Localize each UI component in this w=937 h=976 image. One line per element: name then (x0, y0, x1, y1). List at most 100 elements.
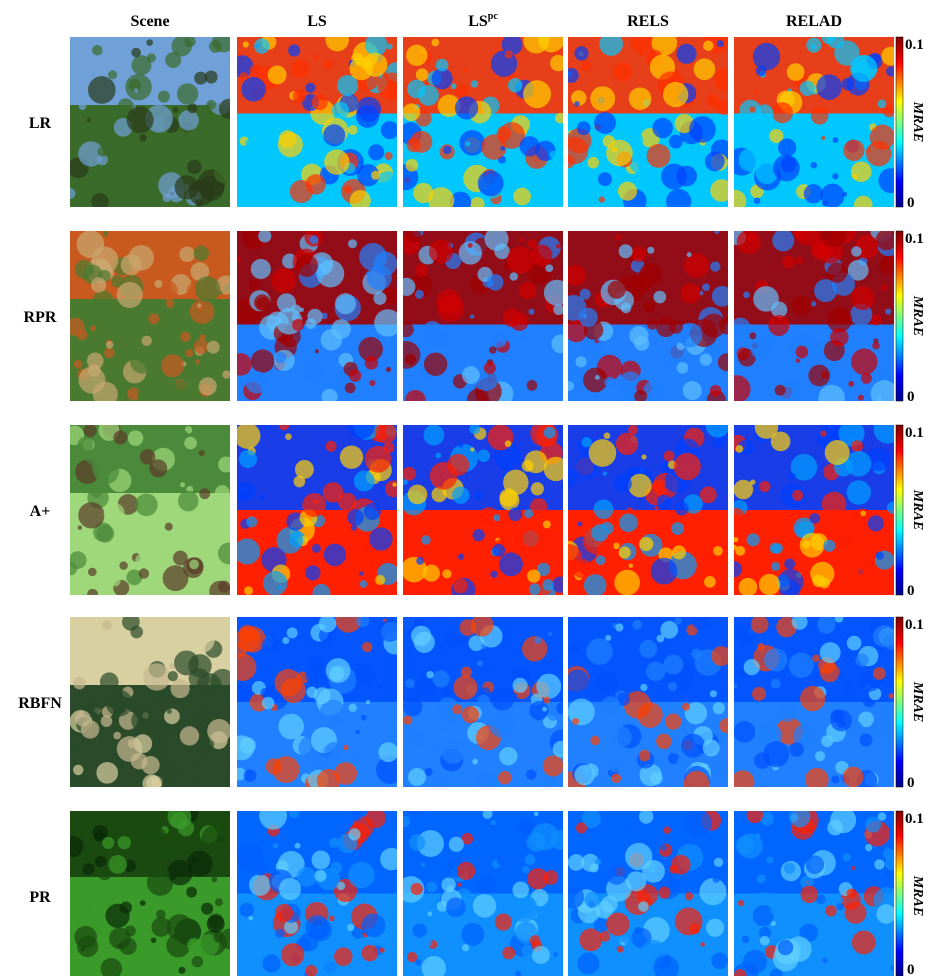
texture (646, 662, 665, 681)
texture (334, 947, 353, 966)
texture (435, 453, 441, 459)
colorbar-min: 0 (907, 962, 915, 976)
texture (256, 912, 262, 918)
texture (868, 515, 884, 531)
column-header: Scene (130, 13, 169, 30)
column-header-text: Scene (130, 13, 169, 30)
texture (639, 750, 651, 762)
texture (143, 663, 170, 690)
texture (254, 294, 270, 310)
texture (352, 753, 362, 763)
texture (245, 371, 267, 393)
texture (275, 352, 286, 363)
texture (738, 833, 763, 858)
texture (789, 806, 810, 827)
texture (812, 575, 824, 587)
texture (616, 235, 622, 241)
texture (760, 936, 770, 946)
texture (185, 36, 196, 47)
texture (168, 671, 178, 681)
texture (379, 620, 401, 642)
texture (477, 694, 489, 706)
texture (170, 874, 176, 880)
texture (178, 110, 199, 131)
row-label: LR (29, 115, 52, 132)
texture (638, 901, 649, 912)
texture (349, 369, 361, 381)
texture (462, 944, 469, 951)
texture (199, 450, 205, 456)
texture (197, 303, 201, 307)
texture (135, 552, 154, 571)
texture (663, 82, 688, 107)
texture (524, 854, 535, 865)
texture (135, 494, 158, 517)
texture (607, 758, 621, 772)
texture (647, 319, 658, 330)
colorbar-max: 0.1 (905, 425, 924, 441)
texture (770, 909, 775, 914)
texture (221, 778, 230, 787)
texture (847, 480, 871, 504)
texture (671, 522, 684, 535)
texture (163, 193, 172, 202)
texture (772, 102, 793, 123)
texture (365, 356, 379, 370)
texture (174, 175, 198, 199)
texture (522, 866, 530, 874)
texture (211, 886, 222, 897)
texture (541, 776, 557, 792)
error-map (396, 612, 575, 796)
texture (876, 551, 884, 559)
texture (629, 326, 648, 345)
texture (321, 389, 337, 405)
texture (677, 362, 689, 374)
texture (657, 495, 671, 509)
texture (78, 502, 104, 528)
texture (565, 265, 586, 286)
texture (584, 892, 600, 908)
texture (348, 828, 360, 840)
texture (550, 55, 566, 71)
texture (438, 295, 464, 321)
texture (495, 913, 512, 930)
texture (80, 52, 86, 58)
texture (548, 632, 552, 636)
texture (77, 231, 105, 259)
texture (420, 935, 432, 947)
texture (73, 765, 84, 776)
texture (75, 260, 94, 279)
texture (778, 940, 794, 956)
texture (349, 806, 364, 821)
texture (800, 686, 825, 711)
texture (348, 412, 375, 439)
texture (484, 362, 496, 374)
texture (605, 635, 611, 641)
texture (444, 631, 461, 648)
texture (706, 919, 724, 937)
column-header-text: LS (468, 13, 488, 30)
texture (200, 90, 208, 98)
texture (281, 943, 304, 966)
texture (640, 684, 647, 691)
texture (800, 886, 818, 904)
texture (329, 916, 335, 922)
texture (118, 836, 131, 849)
texture (817, 615, 835, 633)
texture (556, 244, 560, 248)
texture (186, 887, 197, 898)
texture (544, 280, 570, 306)
texture (490, 919, 494, 923)
texture (102, 620, 112, 630)
texture (215, 898, 223, 906)
page: SceneLSLSpcRELSRELADLR0.10MRAERPR0.10MRA… (0, 0, 937, 976)
texture (885, 308, 891, 314)
texture (87, 118, 91, 122)
texture (732, 545, 737, 550)
texture (477, 875, 496, 894)
texture (676, 166, 697, 187)
texture (384, 152, 392, 160)
texture (405, 390, 426, 411)
texture (773, 155, 800, 182)
texture (351, 525, 357, 531)
